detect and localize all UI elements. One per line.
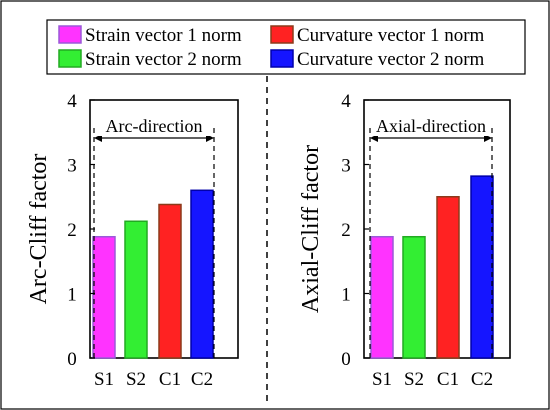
x-tick-label-s2: S2 bbox=[126, 369, 146, 390]
annotation-label-axial: Axial-direction bbox=[376, 116, 486, 136]
annotation-arc: Arc-direction bbox=[93, 116, 215, 358]
annotation-bg bbox=[373, 116, 489, 136]
chart-arc: 0 1 2 3 4 S1 S2 C1 C2 Arc-direction Arc-Cliff f… bbox=[26, 91, 239, 390]
legend-swatch-curvature-2 bbox=[270, 49, 294, 68]
bar-c1 bbox=[436, 196, 460, 359]
legend-label-curvature-2: Curvature vector 2 norm bbox=[297, 49, 485, 70]
legend-label-strain-1: Strain vector 1 norm bbox=[85, 25, 242, 46]
y-tick-label-0: 0 bbox=[67, 349, 77, 370]
y-axis-label-axial: Axial-Cliff factor bbox=[298, 145, 324, 313]
bars-arc bbox=[92, 189, 214, 359]
y-ticks-arc: 0 1 2 3 4 bbox=[67, 91, 95, 370]
y-tick-label-4: 4 bbox=[341, 91, 351, 112]
x-tick-label-s1: S1 bbox=[372, 369, 392, 390]
bar-s1 bbox=[92, 235, 116, 359]
annotation-axial: Axial-direction bbox=[369, 116, 493, 358]
annotation-bg bbox=[97, 116, 211, 136]
bar-c2 bbox=[190, 189, 214, 359]
x-tick-label-c1: C1 bbox=[437, 369, 459, 390]
y-tick-label-3: 3 bbox=[341, 156, 351, 177]
legend-label-curvature-1: Curvature vector 1 norm bbox=[297, 25, 485, 46]
annotation-label-arc: Arc-direction bbox=[106, 116, 203, 136]
chart-axial: 0 1 2 3 4 S1 S2 C1 C2 Axial-direction Axial-Cli… bbox=[298, 91, 511, 390]
x-ticks-axial: S1 S2 C1 C2 bbox=[372, 369, 493, 390]
y-axis-label-arc: Arc-Cliff factor bbox=[26, 154, 52, 305]
y-tick-label-0: 0 bbox=[341, 349, 351, 370]
bar-c1 bbox=[158, 203, 182, 359]
legend-swatch-curvature-1 bbox=[270, 25, 294, 44]
y-tick-label-2: 2 bbox=[341, 220, 351, 241]
y-ticks-axial: 0 1 2 3 4 bbox=[341, 91, 369, 370]
bar-s1 bbox=[370, 235, 394, 359]
legend-swatch-strain-1 bbox=[58, 25, 82, 44]
x-tick-label-s2: S2 bbox=[404, 369, 424, 390]
bar-c2 bbox=[470, 175, 494, 359]
bar-s2 bbox=[402, 235, 426, 359]
x-tick-label-c1: C1 bbox=[159, 369, 181, 390]
x-tick-label-s1: S1 bbox=[94, 369, 114, 390]
y-tick-label-4: 4 bbox=[67, 91, 77, 112]
y-tick-label-3: 3 bbox=[67, 156, 77, 177]
x-tick-label-c2: C2 bbox=[471, 369, 493, 390]
legend-label-strain-2: Strain vector 2 norm bbox=[85, 49, 242, 70]
bars-axial bbox=[370, 175, 494, 359]
legend: Strain vector 1 norm Curvature vector 1 … bbox=[46, 19, 526, 75]
legend-swatch-strain-2 bbox=[58, 49, 82, 68]
y-tick-label-1: 1 bbox=[67, 285, 77, 306]
x-ticks-arc: S1 S2 C1 C2 bbox=[94, 369, 213, 390]
y-tick-label-2: 2 bbox=[67, 220, 77, 241]
y-tick-label-1: 1 bbox=[341, 285, 351, 306]
bar-s2 bbox=[124, 220, 148, 359]
x-tick-label-c2: C2 bbox=[191, 369, 213, 390]
